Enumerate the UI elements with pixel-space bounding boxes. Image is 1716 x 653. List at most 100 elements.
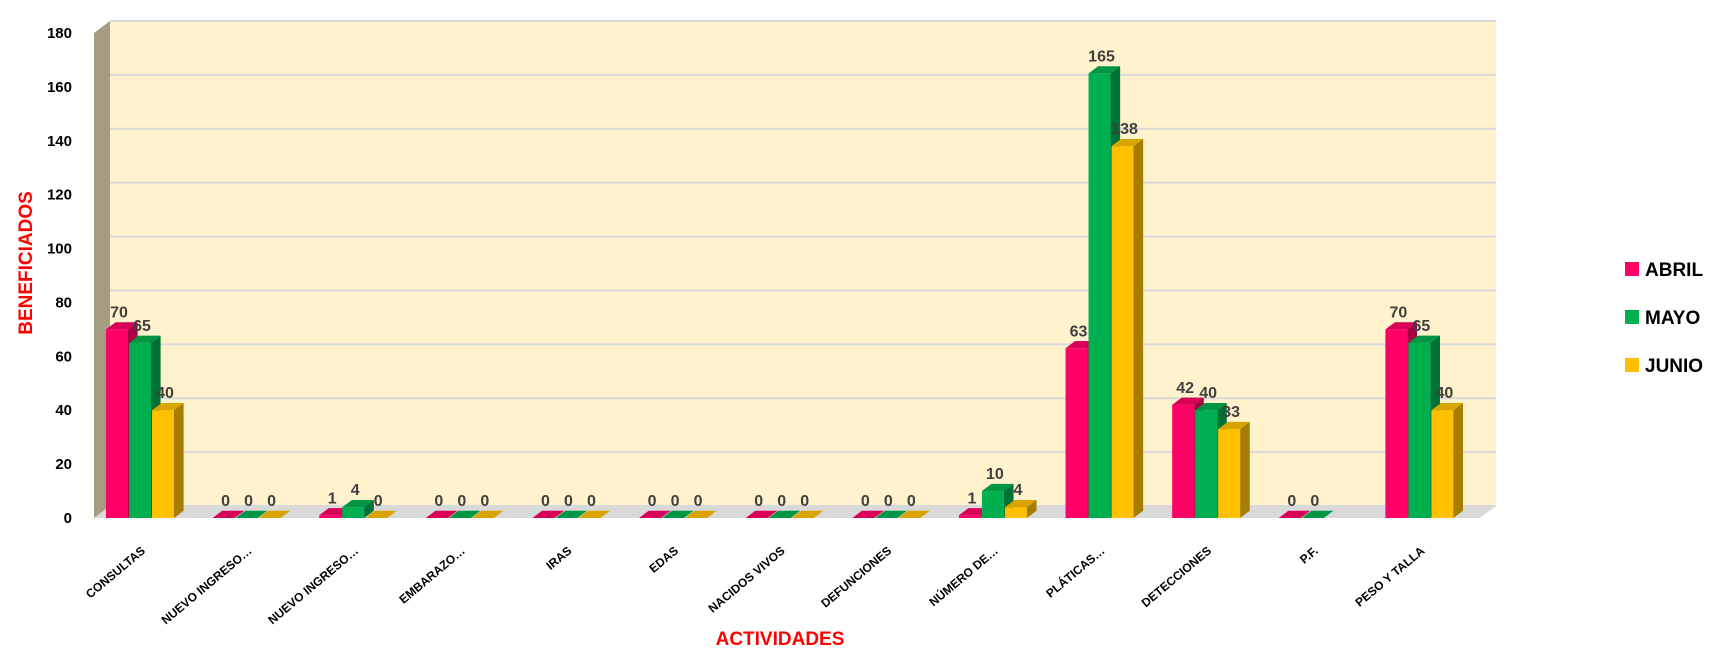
y-tick-label: 20: [55, 456, 72, 473]
category-labels: CONSULTAS NUEVO INGRESO… NUEVO INGRESO… EMB…: [83, 543, 1427, 627]
data-label: 0: [587, 493, 596, 510]
bar-top-junio: [791, 510, 824, 518]
bar-junio: [152, 410, 174, 518]
bar-junio: [1431, 410, 1454, 518]
bar-top-junio: [471, 510, 504, 518]
bar-top-junio: [365, 510, 397, 518]
data-label: 70: [1389, 304, 1407, 321]
bar-top-mayo: [1301, 510, 1334, 518]
bar-top-abril: [852, 510, 884, 518]
data-label: 0: [434, 493, 443, 510]
legend-label: ABRIL: [1645, 260, 1703, 281]
bar-top-abril: [532, 510, 565, 518]
bar-mayo: [129, 342, 151, 518]
data-label: 0: [564, 493, 573, 510]
data-label: 0: [267, 493, 276, 510]
bar-top-mayo: [981, 483, 1014, 492]
y-tick-label: 80: [55, 294, 72, 311]
data-label: 0: [884, 493, 893, 510]
data-label: 0: [777, 493, 786, 510]
bar-abril: [1065, 348, 1088, 518]
x-tick-label: DETECCIONES: [1139, 544, 1214, 610]
bar-top-abril: [212, 510, 245, 518]
bar-top-junio: [685, 510, 717, 518]
bar-junio: [1004, 507, 1027, 518]
legend-swatch: [1625, 358, 1639, 372]
y-axis-title: BENEFICIADOS: [16, 191, 37, 335]
bar-top-junio: [1218, 421, 1250, 430]
bar-top-mayo: [342, 500, 374, 508]
bar-top-mayo: [555, 510, 588, 518]
bar-junio: [1218, 429, 1241, 518]
x-tick-label: IRAS: [543, 544, 574, 573]
bar-top-junio: [152, 403, 184, 411]
bar-top-mayo: [662, 510, 694, 518]
bar-top-abril: [1385, 322, 1417, 330]
legend-swatch: [1625, 262, 1639, 276]
data-label: 1: [328, 490, 337, 507]
bar-top-abril: [425, 510, 458, 518]
y-tick-label: 60: [55, 348, 72, 365]
bar-top-abril: [745, 510, 778, 518]
bar-abril: [958, 515, 981, 518]
y-tick-label: 120: [47, 187, 72, 204]
bar-side-junio: [1133, 138, 1144, 518]
bar-top-mayo: [875, 510, 907, 518]
x-tick-label: NUEVO INGRESO…: [265, 544, 361, 628]
data-label: 0: [244, 493, 253, 510]
bar-abril: [1385, 329, 1408, 518]
bar-top-junio: [1431, 403, 1463, 411]
bar-top-mayo: [235, 510, 268, 518]
data-label: 40: [1199, 385, 1217, 402]
back-wall: [110, 21, 1496, 506]
bar-side-junio: [174, 403, 184, 518]
x-tick-label: EMBARAZO…: [396, 544, 467, 607]
x-tick-label: NÚMERO DE…: [926, 543, 1001, 609]
bar-top-mayo: [129, 335, 161, 343]
data-label: 0: [694, 493, 703, 510]
data-label: 1: [967, 490, 976, 507]
x-tick-label: NACIDOS VIVOS: [706, 544, 788, 616]
bar-mayo: [342, 507, 365, 518]
data-label: 0: [374, 493, 383, 510]
data-label: 0: [1310, 493, 1319, 510]
bar-junio: [1111, 146, 1134, 518]
bar-abril: [106, 329, 128, 518]
y-tick-label: 180: [47, 25, 72, 42]
bar-top-mayo: [768, 510, 801, 518]
x-tick-label: CONSULTAS: [83, 544, 148, 602]
bar-mayo: [1408, 342, 1431, 518]
bar-top-junio: [578, 510, 611, 518]
bar-mayo: [1088, 73, 1111, 519]
bar-side-mayo: [364, 500, 374, 518]
data-label: 40: [156, 385, 174, 402]
bar-top-mayo: [1408, 335, 1440, 343]
data-label: 65: [133, 318, 151, 335]
data-label: 65: [1412, 318, 1430, 335]
x-axis-title: ACTIVIDADES: [716, 629, 845, 650]
bar-top-junio: [1111, 138, 1144, 147]
x-tick-label: DEFUNCIONES: [818, 544, 894, 611]
bar-top-junio: [898, 510, 930, 518]
x-tick-label: P.F.: [1297, 544, 1321, 567]
bar-mayo: [981, 491, 1004, 518]
data-label: 0: [754, 493, 763, 510]
data-label: 0: [457, 493, 466, 510]
bar-top-abril: [1278, 510, 1311, 518]
bar-top-mayo: [1195, 403, 1227, 411]
x-tick-label: EDAS: [646, 544, 681, 576]
bar-abril: [319, 515, 342, 518]
bar-side-junio: [1026, 500, 1037, 518]
bar-top-abril: [1172, 397, 1204, 405]
x-tick-label: PLÁTICAS…: [1043, 543, 1108, 601]
legend-label: JUNIO: [1645, 356, 1703, 377]
bar-side-junio: [1453, 403, 1463, 518]
data-label: 42: [1176, 380, 1194, 397]
y-tick-label: 140: [47, 133, 72, 150]
data-label: 0: [907, 493, 916, 510]
bar-top-junio: [258, 510, 291, 518]
bar-abril: [1172, 404, 1195, 518]
bar-top-abril: [106, 322, 138, 330]
